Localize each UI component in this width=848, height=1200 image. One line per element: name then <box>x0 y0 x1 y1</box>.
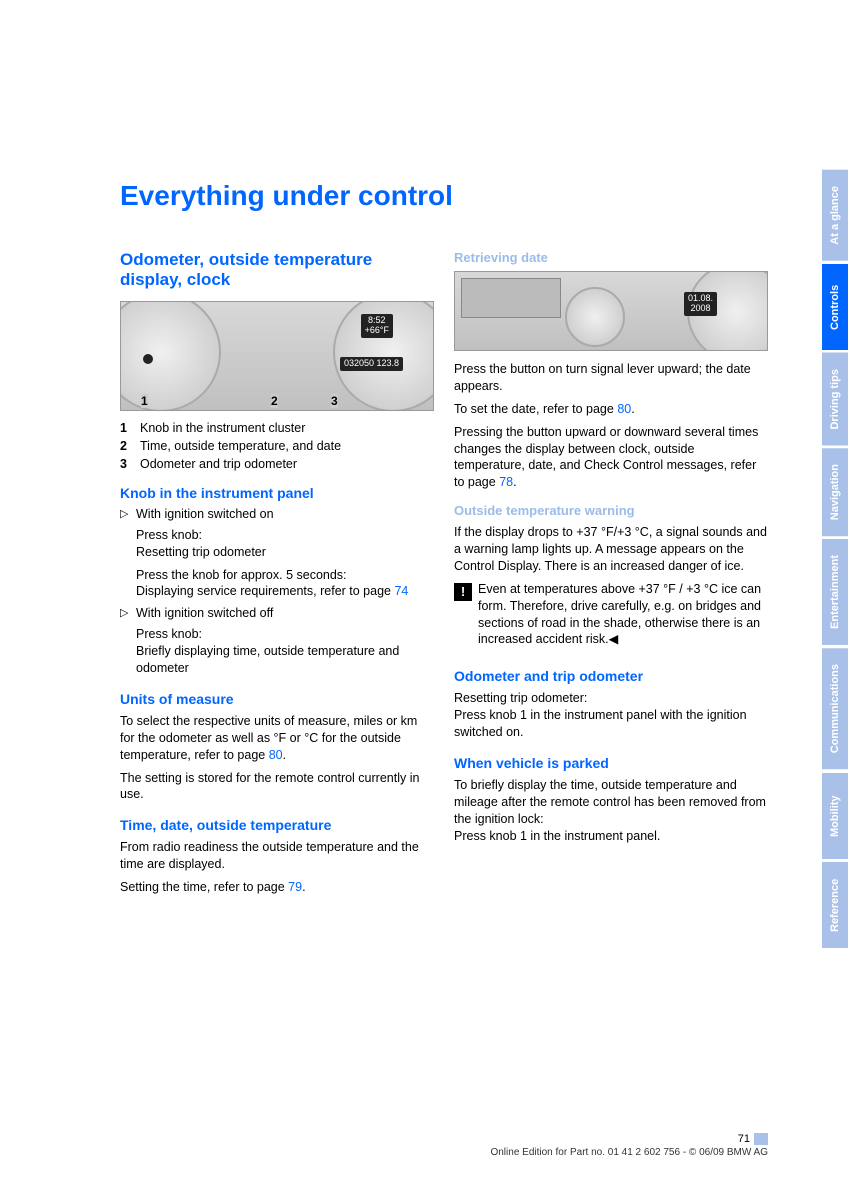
tab-reference[interactable]: Reference <box>822 862 848 948</box>
warning-text: Even at temperatures above +37 °F / +3 °… <box>478 581 768 649</box>
page-ref[interactable]: 74 <box>394 584 408 598</box>
time-temp-display: 8:52 +66°F <box>361 314 393 338</box>
tab-at-a-glance[interactable]: At a glance <box>822 170 848 261</box>
warning-icon: ! <box>454 583 472 601</box>
instrument-cluster-figure: 8:52 +66°F 032050 123.8 1 2 3 <box>120 301 434 411</box>
section-odometer-heading: Odometer, outside temperature display, c… <box>120 250 434 291</box>
page-number: 71 <box>738 1133 750 1145</box>
odometer-heading: Odometer and trip odometer <box>454 668 768 684</box>
lever-image <box>461 278 561 318</box>
tab-controls[interactable]: Controls <box>822 264 848 350</box>
list-item: With ignition switched off <box>120 606 434 620</box>
page-ref[interactable]: 79 <box>288 880 302 894</box>
body-text: Press the knob for approx. 5 seconds: Di… <box>136 567 434 601</box>
page-ref[interactable]: 78 <box>499 475 513 489</box>
body-text: Setting the time, refer to page 79. <box>120 879 434 896</box>
parked-heading: When vehicle is parked <box>454 755 768 771</box>
legend-item: 1Knob in the instrument cluster <box>120 421 434 435</box>
footer-bar-icon <box>754 1133 768 1145</box>
callout-3: 3 <box>331 394 338 408</box>
page-title: Everything under control <box>120 180 768 212</box>
tab-driving-tips[interactable]: Driving tips <box>822 353 848 446</box>
body-text: Press knob: Briefly displaying time, out… <box>136 626 434 677</box>
body-text: To briefly display the time, outside tem… <box>454 777 768 845</box>
odometer-display: 032050 123.8 <box>340 357 403 371</box>
legend-item: 2Time, outside temperature, and date <box>120 439 434 453</box>
tab-communications[interactable]: Communications <box>822 648 848 769</box>
body-text: To set the date, refer to page 80. <box>454 401 768 418</box>
tab-navigation[interactable]: Navigation <box>822 448 848 536</box>
left-column: Odometer, outside temperature display, c… <box>120 250 434 902</box>
tab-mobility[interactable]: Mobility <box>822 773 848 859</box>
right-column: Retrieving date 01.08. 2008 Press the bu… <box>454 250 768 902</box>
body-text: Pressing the button upward or downward s… <box>454 424 768 492</box>
list-item: With ignition switched on <box>120 507 434 521</box>
body-text: Press the button on turn signal lever up… <box>454 361 768 395</box>
time-date-heading: Time, date, outside temperature <box>120 817 434 833</box>
knob-icon <box>143 354 153 364</box>
page-ref[interactable]: 80 <box>269 748 283 762</box>
body-text: Resetting trip odometer: Press knob 1 in… <box>454 690 768 741</box>
body-text: The setting is stored for the remote con… <box>120 770 434 804</box>
section-tabs: At a glance Controls Driving tips Naviga… <box>822 170 848 951</box>
callout-1: 1 <box>141 394 148 408</box>
page-ref[interactable]: 80 <box>617 402 631 416</box>
knob-heading: Knob in the instrument panel <box>120 485 434 501</box>
callout-2: 2 <box>271 394 278 408</box>
figure-legend: 1Knob in the instrument cluster 2Time, o… <box>120 421 434 471</box>
body-text: Press knob: Resetting trip odometer <box>136 527 434 561</box>
body-text: To select the respective units of measur… <box>120 713 434 764</box>
body-text: If the display drops to +37 °F/+3 °C, a … <box>454 524 768 575</box>
legend-item: 3Odometer and trip odometer <box>120 457 434 471</box>
units-heading: Units of measure <box>120 691 434 707</box>
date-display: 01.08. 2008 <box>684 292 717 316</box>
retrieve-date-figure: 01.08. 2008 <box>454 271 768 351</box>
edition-text: Online Edition for Part no. 01 41 2 602 … <box>120 1147 768 1158</box>
temp-warning-heading: Outside temperature warning <box>454 503 768 518</box>
tab-entertainment[interactable]: Entertainment <box>822 539 848 645</box>
retrieve-date-heading: Retrieving date <box>454 250 768 265</box>
page-footer: 71 Online Edition for Part no. 01 41 2 6… <box>120 1133 768 1158</box>
body-text: From radio readiness the outside tempera… <box>120 839 434 873</box>
warning-box: ! Even at temperatures above +37 °F / +3… <box>454 581 768 655</box>
